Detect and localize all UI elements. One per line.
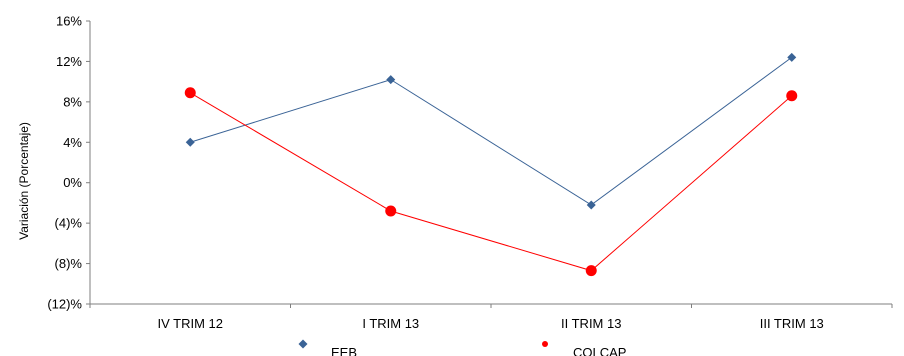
legend-marker-colcap xyxy=(542,341,548,347)
data-point-eeb xyxy=(185,137,195,147)
x-tick-label: IV TRIM 12 xyxy=(157,316,223,331)
series-line-eeb xyxy=(190,56,793,206)
series-lines xyxy=(189,56,793,272)
data-point-colcap xyxy=(184,87,196,99)
y-tick-label: 0% xyxy=(63,175,82,190)
data-point-colcap xyxy=(385,205,397,217)
y-tick-label: (8)% xyxy=(55,256,83,271)
x-tick-label: III TRIM 13 xyxy=(760,316,824,331)
axes xyxy=(86,20,893,308)
legend-label-colcap: COLCAP xyxy=(573,345,626,356)
data-point-eeb xyxy=(787,52,797,62)
y-axis-title-group: Variación (Porcentaje) xyxy=(17,122,31,240)
y-tick-label: 8% xyxy=(63,94,82,109)
y-tick-label: 16% xyxy=(56,14,82,29)
x-tick-label: I TRIM 13 xyxy=(362,316,419,331)
legend-marker-eeb xyxy=(298,339,308,349)
series-markers xyxy=(184,52,798,277)
legend: EEB COLCAP xyxy=(298,339,626,356)
y-axis-title: Variación (Porcentaje) xyxy=(17,122,31,240)
data-point-colcap xyxy=(585,265,597,277)
y-tick-label: 4% xyxy=(63,135,82,150)
y-tick-label: 12% xyxy=(56,54,82,69)
data-point-eeb xyxy=(386,75,396,85)
y-tick-label: (4)% xyxy=(55,216,83,231)
x-tick-label: II TRIM 13 xyxy=(561,316,621,331)
data-point-colcap xyxy=(786,90,798,102)
series-line-colcap xyxy=(189,92,793,272)
y-tick-labels: 16% 12% 8% 4% 0% (4)% (8)% (12)% xyxy=(47,14,82,312)
x-tick-labels: IV TRIM 12 I TRIM 13 II TRIM 13 III TRIM 13 xyxy=(157,316,823,331)
y-tick-label: (12)% xyxy=(47,297,82,312)
data-point-eeb xyxy=(586,200,596,210)
legend-label-eeb: EEB xyxy=(331,345,357,356)
